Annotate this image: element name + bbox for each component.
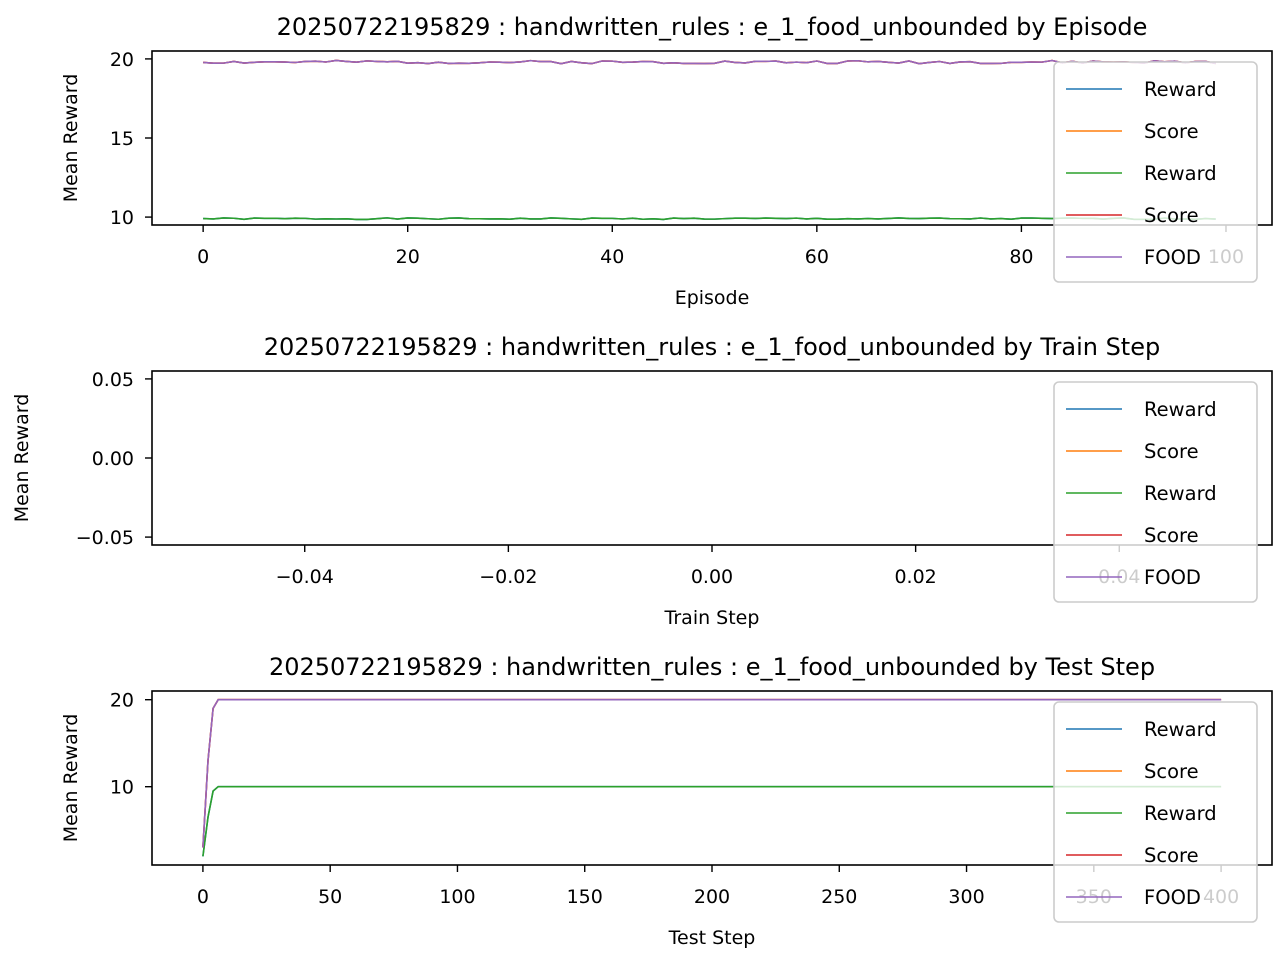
x-tick-label: 80 [1009,246,1033,268]
legend-box [1053,701,1258,923]
y-axis-label: Mean Reward [11,394,33,523]
legend: Reward Score Reward Score FOOD [1053,61,1258,283]
x-tick-label: 0.00 [691,566,733,588]
chart-title: 20250722195829 : handwritten_rules : e_1… [269,653,1155,681]
x-tick-label: −0.04 [276,566,334,588]
series-line-reward-3 [202,785,1222,857]
y-tick-label: 10 [110,777,134,799]
legend-label: FOOD [1144,886,1201,909]
x-tick-label: 0 [197,886,209,908]
x-tick-label: 40 [600,246,624,268]
x-tick-label: 150 [567,886,603,908]
x-tick-label: 250 [821,886,857,908]
legend-box [1053,61,1258,283]
y-tick-label: 20 [110,690,134,712]
legend-label: Score [1144,760,1199,783]
legend-box [1053,381,1258,603]
legend: Reward Score Reward Score FOOD [1053,701,1258,923]
chart-title: 20250722195829 : handwritten_rules : e_1… [277,13,1148,41]
chart-panel-1: 20250722195829 : handwritten_rules : e_1… [60,13,1273,309]
y-axis-label: Mean Reward [60,714,82,843]
legend-label: Reward [1144,718,1217,741]
legend-label: Score [1144,844,1199,867]
y-tick-label: 0.00 [92,448,134,470]
series-line-food-5 [202,698,1222,848]
legend-label: Score [1144,524,1199,547]
x-tick-label: 300 [948,886,984,908]
legend-label: Reward [1144,162,1217,185]
y-tick-label: 10 [110,207,134,229]
chart-title: 20250722195829 : handwritten_rules : e_1… [264,333,1160,361]
legend-label: Score [1144,204,1199,227]
y-tick-label: −0.05 [76,527,134,549]
y-tick-label: 0.05 [92,369,134,391]
series-lines [203,59,1216,221]
x-axis-label: Train Step [664,607,760,629]
series-line-reward-3 [203,217,1216,221]
legend-label: Score [1144,120,1199,143]
series-line-food-5 [203,59,1216,65]
legend-label: Reward [1144,398,1217,421]
legend: Reward Score Reward Score FOOD [1053,381,1258,603]
chart-panel-2: 20250722195829 : handwritten_rules : e_1… [11,333,1273,629]
series-lines [202,698,1222,857]
x-tick-label: 60 [805,246,829,268]
x-tick-label: 20 [396,246,420,268]
x-tick-label: 100 [439,886,475,908]
legend-label: Reward [1144,78,1217,101]
x-axis-label: Test Step [668,927,756,949]
y-tick-label: 15 [110,128,134,150]
x-tick-label: −0.02 [479,566,537,588]
y-tick-label: 20 [110,49,134,71]
x-tick-label: 0 [197,246,209,268]
legend-label: Reward [1144,802,1217,825]
chart-panel-3: 20250722195829 : handwritten_rules : e_1… [60,653,1273,949]
x-tick-label: 200 [694,886,730,908]
x-tick-label: 50 [318,886,342,908]
legend-label: FOOD [1144,246,1201,269]
x-tick-label: 0.02 [894,566,936,588]
legend-label: FOOD [1144,566,1201,589]
legend-label: Reward [1144,482,1217,505]
legend-label: Score [1144,440,1199,463]
y-axis-label: Mean Reward [60,74,82,203]
x-axis-label: Episode [675,287,750,309]
